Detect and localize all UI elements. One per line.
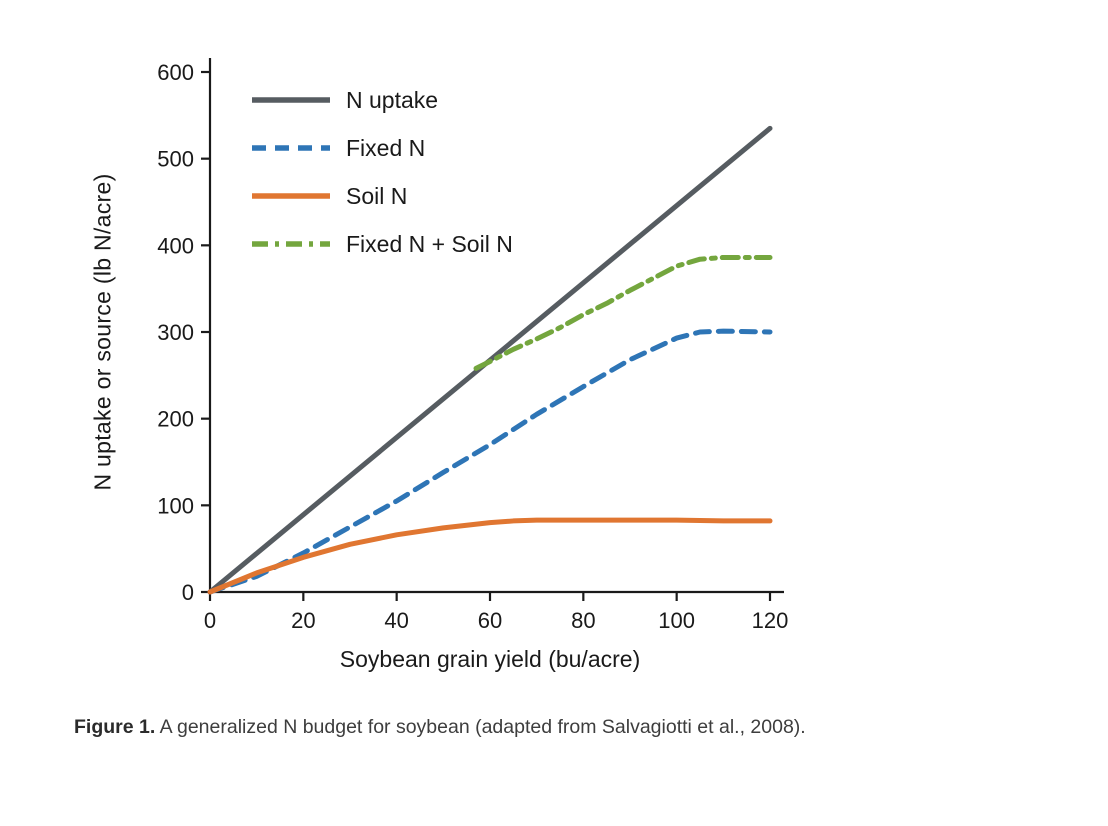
figure-caption-text: A generalized N budget for soybean (adap…: [155, 716, 806, 738]
x-tick-label: 60: [478, 608, 502, 633]
x-tick-label: 0: [204, 608, 216, 633]
legend-label-fixed-n: Fixed N: [346, 135, 425, 161]
legend-label-n-uptake: N uptake: [346, 87, 438, 113]
x-tick-label: 100: [658, 608, 695, 633]
chart-canvas: 0 100 200 300 400 500 600 0 20 40 60 80 100 120 N upta…: [157, 58, 789, 633]
legend-label-soil-n: Soil N: [346, 183, 407, 209]
figure-caption: Figure 1. A generalized N budget for soy…: [74, 714, 1074, 740]
figure-caption-label: Figure 1.: [74, 716, 156, 738]
y-tick-label: 400: [157, 233, 194, 258]
series-fixed-n-line: [207, 328, 773, 595]
legend-label-fixed-plus-soil-n: Fixed N + Soil N: [346, 231, 513, 257]
x-tick-label: 20: [291, 608, 315, 633]
y-axis-title: N uptake or source (lb N/acre): [89, 173, 116, 491]
series-soil-n-line: [207, 517, 773, 595]
n-budget-chart: 0 100 200 300 400 500 600 0 20 40 60 80 100 120 N upta…: [89, 58, 789, 672]
x-tick-label: 120: [752, 608, 789, 633]
y-tick-label: 200: [157, 407, 194, 432]
y-tick-label: 300: [157, 320, 194, 345]
y-tick-label: 100: [157, 493, 194, 518]
x-axis-title: Soybean grain yield (bu/acre): [339, 646, 641, 672]
x-tick-label: 80: [571, 608, 595, 633]
y-tick-label: 0: [182, 580, 194, 605]
y-tick-label: 500: [157, 147, 194, 172]
y-tick-label: 600: [157, 60, 194, 85]
series-fixed-plus-soil-n-line: [473, 254, 773, 371]
x-tick-label: 40: [384, 608, 408, 633]
